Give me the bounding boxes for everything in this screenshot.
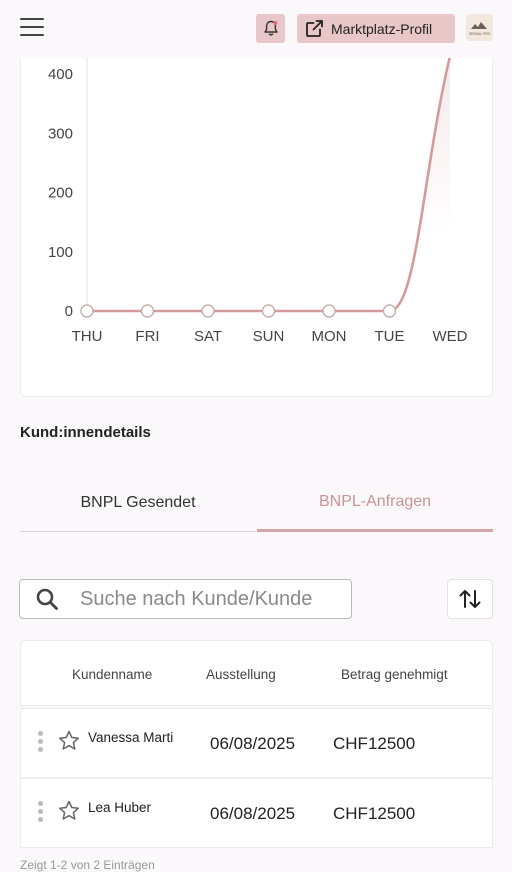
x-tick-label: MON bbox=[312, 328, 347, 345]
customer-name: Vanessa Marti bbox=[88, 730, 174, 745]
y-tick-label: 200 bbox=[48, 185, 73, 202]
column-header-issued[interactable]: Ausstellung bbox=[206, 667, 276, 682]
issued-date: 06/08/2025 bbox=[210, 734, 296, 753]
series-area bbox=[87, 58, 450, 311]
search-icon-wrap bbox=[20, 580, 74, 618]
search-box bbox=[19, 579, 352, 619]
issued-date: 06/08/2025 bbox=[210, 804, 296, 823]
marketplace-profile-button[interactable]: Marktplatz-Profil bbox=[297, 14, 455, 43]
series-line bbox=[87, 58, 451, 313]
notification-button[interactable] bbox=[256, 14, 285, 43]
customer-name: Lea Huber bbox=[88, 800, 152, 815]
x-tick-label: SUN bbox=[253, 328, 285, 345]
data-point bbox=[201, 304, 215, 318]
column-header-amount-approved[interactable]: Betrag genehmigt bbox=[341, 667, 448, 682]
table-header: Kundenname Ausstellung Betrag genehmigt bbox=[20, 640, 493, 706]
sort-arrows-icon bbox=[459, 590, 481, 608]
y-tick-label: 400 bbox=[48, 66, 73, 83]
y-tick-label: 0 bbox=[65, 303, 73, 320]
x-tick-label: TUE bbox=[375, 328, 405, 345]
y-tick-label: 300 bbox=[48, 125, 73, 142]
tab-bnpl-requests[interactable]: BNPL-Anfragen bbox=[257, 474, 493, 532]
star-icon[interactable] bbox=[57, 729, 81, 753]
chart-card: 0 100 200 300 400 THU FRI SAT SUN MON TUE WED bbox=[20, 58, 493, 397]
x-tick-label: THU bbox=[72, 328, 103, 345]
column-header-customer-name[interactable]: Kundenname bbox=[72, 667, 153, 682]
table-row[interactable]: Vanessa Marti 06/08/2025 CHF12500 bbox=[20, 708, 493, 778]
line-chart: 0 100 200 300 400 THU FRI SAT SUN MON TUE WED bbox=[48, 58, 468, 345]
pagination-summary: Zeigt 1-2 von 2 Einträgen bbox=[20, 858, 155, 872]
hamburger-menu-icon[interactable] bbox=[20, 18, 44, 38]
top-bar: Marktplatz-Profil SEEMAL PRO bbox=[0, 0, 512, 58]
section-title: Kund:innendetails bbox=[20, 424, 151, 441]
tab-bnpl-sent[interactable]: BNPL Gesendet bbox=[20, 474, 256, 532]
data-point bbox=[80, 304, 94, 318]
approved-amount: CHF12500 bbox=[333, 804, 416, 823]
tab-bar: BNPL Gesendet BNPL-Anfragen bbox=[20, 474, 493, 532]
brand-logo[interactable]: SEEMAL PRO bbox=[466, 14, 493, 41]
logo-text: SEEMAL PRO bbox=[469, 32, 491, 36]
x-tick-label: SAT bbox=[194, 328, 222, 345]
approved-amount: CHF12500 bbox=[333, 734, 416, 753]
data-point bbox=[322, 304, 336, 318]
sort-button[interactable] bbox=[447, 579, 493, 619]
x-tick-label: FRI bbox=[135, 328, 159, 345]
marketplace-profile-label: Marktplatz-Profil bbox=[331, 20, 433, 37]
x-tick-label: WED bbox=[433, 328, 468, 345]
external-link-icon bbox=[306, 20, 323, 37]
table-row[interactable]: Lea Huber 06/08/2025 CHF12500 bbox=[20, 778, 493, 848]
drag-handle-icon[interactable] bbox=[38, 801, 44, 825]
logo-mark-icon: SEEMAL PRO bbox=[469, 22, 491, 36]
drag-handle-icon[interactable] bbox=[38, 731, 44, 755]
search-input[interactable] bbox=[74, 587, 350, 611]
search-icon bbox=[36, 588, 58, 610]
data-point bbox=[140, 304, 155, 318]
bell-icon bbox=[263, 20, 278, 36]
y-tick-label: 100 bbox=[48, 244, 73, 261]
data-point bbox=[261, 304, 276, 318]
data-point bbox=[382, 304, 397, 318]
star-icon[interactable] bbox=[57, 799, 81, 823]
